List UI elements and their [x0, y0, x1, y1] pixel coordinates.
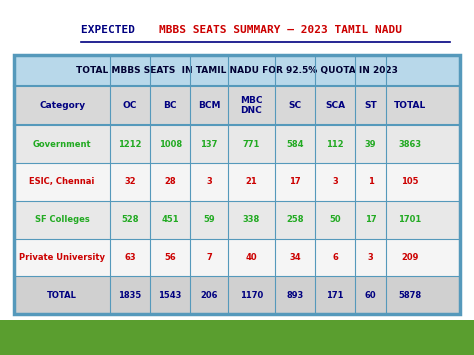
Text: 206: 206 — [201, 291, 218, 300]
Text: BC: BC — [164, 101, 177, 110]
Text: 338: 338 — [243, 215, 260, 224]
Text: 60: 60 — [365, 291, 376, 300]
Text: 56: 56 — [164, 253, 176, 262]
FancyBboxPatch shape — [14, 86, 460, 125]
Text: 7: 7 — [206, 253, 212, 262]
Text: 32: 32 — [124, 178, 136, 186]
Text: 1: 1 — [368, 178, 374, 186]
Text: 17: 17 — [365, 215, 376, 224]
Text: ST: ST — [365, 101, 377, 110]
Text: 209: 209 — [401, 253, 419, 262]
Text: 112: 112 — [326, 140, 344, 149]
Text: 105: 105 — [401, 178, 419, 186]
FancyBboxPatch shape — [14, 55, 460, 314]
Text: 1543: 1543 — [158, 291, 182, 300]
Text: 258: 258 — [286, 215, 304, 224]
Text: 17: 17 — [289, 178, 301, 186]
Text: EXPECTED: EXPECTED — [81, 25, 141, 35]
Text: 34: 34 — [289, 253, 301, 262]
Text: MBC
DNC: MBC DNC — [240, 97, 263, 115]
Text: 171: 171 — [326, 291, 344, 300]
Text: MBBS SEATS SUMMARY – 2023 TAMIL NADU: MBBS SEATS SUMMARY – 2023 TAMIL NADU — [159, 25, 402, 35]
Text: 771: 771 — [243, 140, 260, 149]
Text: Government: Government — [33, 140, 91, 149]
Text: Private University: Private University — [19, 253, 105, 262]
Text: OC: OC — [123, 101, 137, 110]
Text: 40: 40 — [246, 253, 257, 262]
Text: 63: 63 — [124, 253, 136, 262]
Text: 1170: 1170 — [240, 291, 263, 300]
Text: 1835: 1835 — [118, 291, 142, 300]
FancyBboxPatch shape — [14, 201, 460, 239]
FancyBboxPatch shape — [14, 125, 460, 163]
Text: 584: 584 — [286, 140, 304, 149]
Text: 59: 59 — [203, 215, 215, 224]
Text: 451: 451 — [161, 215, 179, 224]
Text: 21: 21 — [246, 178, 257, 186]
FancyBboxPatch shape — [14, 55, 460, 86]
Text: 3863: 3863 — [398, 140, 421, 149]
FancyBboxPatch shape — [0, 320, 474, 355]
Text: TOTAL MBBS SEATS  IN TAMIL NADU FOR 92.5% QUOTA IN 2023: TOTAL MBBS SEATS IN TAMIL NADU FOR 92.5%… — [76, 66, 398, 75]
Text: 1008: 1008 — [159, 140, 182, 149]
Text: 1212: 1212 — [118, 140, 142, 149]
Text: 137: 137 — [201, 140, 218, 149]
Text: Category: Category — [39, 101, 85, 110]
Text: 28: 28 — [164, 178, 176, 186]
Text: 5878: 5878 — [398, 291, 421, 300]
Text: 528: 528 — [121, 215, 139, 224]
Text: 50: 50 — [329, 215, 341, 224]
Text: 1701: 1701 — [398, 215, 421, 224]
Text: 39: 39 — [365, 140, 376, 149]
Text: TOTAL: TOTAL — [47, 291, 77, 300]
FancyBboxPatch shape — [14, 163, 460, 201]
Text: 893: 893 — [286, 291, 303, 300]
Text: 3: 3 — [332, 178, 338, 186]
Text: 3: 3 — [368, 253, 374, 262]
FancyBboxPatch shape — [0, 0, 474, 320]
Text: TOTAL: TOTAL — [393, 101, 426, 110]
Text: SF Colleges: SF Colleges — [35, 215, 90, 224]
Text: SCA: SCA — [325, 101, 345, 110]
Text: 3: 3 — [206, 178, 212, 186]
Text: BCM: BCM — [198, 101, 220, 110]
Text: ESIC, Chennai: ESIC, Chennai — [29, 178, 95, 186]
FancyBboxPatch shape — [14, 277, 460, 314]
Text: SC: SC — [288, 101, 301, 110]
Text: 6: 6 — [332, 253, 338, 262]
FancyBboxPatch shape — [14, 239, 460, 277]
